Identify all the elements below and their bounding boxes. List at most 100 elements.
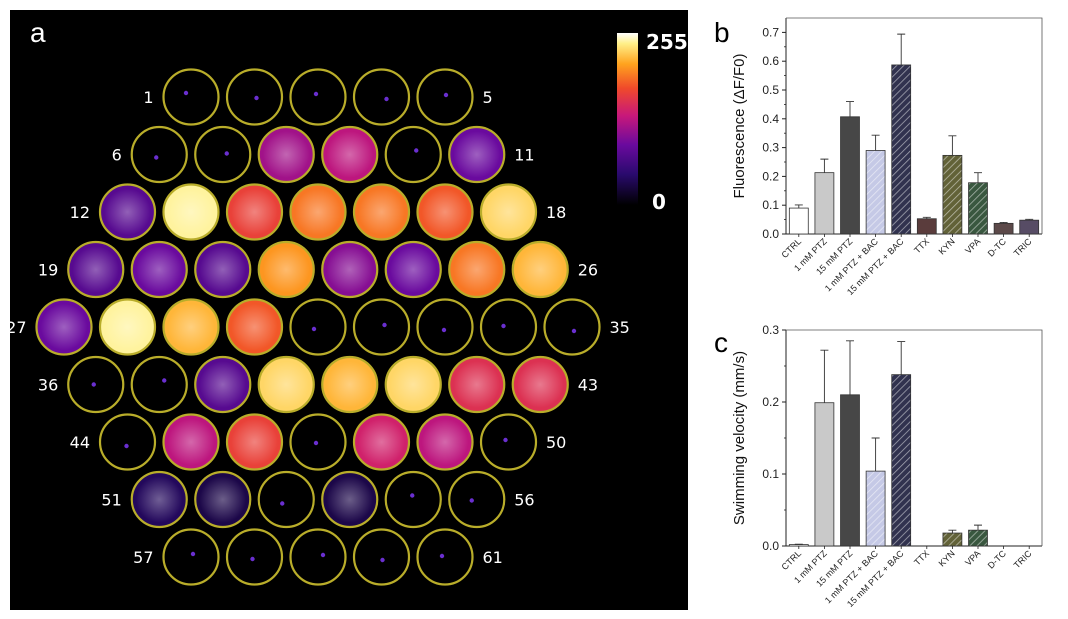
well-glow-22 <box>262 246 310 293</box>
error-bar <box>974 524 982 531</box>
well-55 <box>384 470 442 529</box>
error-bar <box>871 437 880 472</box>
y-tick-label: 0.5 <box>762 83 779 97</box>
larva-trace-55 <box>410 493 415 498</box>
well-glow-41 <box>389 361 437 408</box>
well-31 <box>289 298 347 356</box>
colorbar <box>617 33 638 205</box>
well-50 <box>479 413 538 471</box>
well-label-35: 35 <box>610 318 630 337</box>
panel-c-letter: c <box>714 327 728 358</box>
well-glow-29 <box>167 303 215 351</box>
well-glow-43 <box>516 361 564 408</box>
panel-a-letter: a <box>30 17 46 48</box>
larva-trace-50 <box>503 437 508 443</box>
well-label-26: 26 <box>578 261 598 280</box>
error-bar <box>846 340 854 395</box>
well-47 <box>289 413 347 471</box>
bar-1-mm-ptz-bac <box>865 470 886 547</box>
well-53 <box>257 470 315 529</box>
well-glow-15 <box>294 188 342 236</box>
well-33 <box>416 298 474 356</box>
well-label-5: 5 <box>483 88 493 107</box>
larva-trace-5 <box>443 92 449 98</box>
well-glow-51 <box>135 476 183 523</box>
well-5 <box>416 68 474 126</box>
well-label-1: 1 <box>143 88 153 107</box>
y-tick-label: 0.4 <box>762 112 779 126</box>
category-label: CTRL <box>780 548 804 572</box>
well-glow-42 <box>453 361 501 408</box>
larva-trace-37 <box>162 378 167 383</box>
larva-trace-33 <box>441 327 447 333</box>
swimming-chart-svg: c 0.0 0.1 0.2 0.3 Swimming velocity (mm/s) CT… <box>714 323 1043 609</box>
panel-c-swimming-chart: c 0.0 0.1 0.2 0.3 Swimming velocity (mm/s) CT… <box>694 312 1064 616</box>
bar-d-tc <box>993 222 1014 235</box>
well-label-56: 56 <box>514 491 534 510</box>
bar-tric <box>1019 219 1040 235</box>
larva-trace-57 <box>190 551 196 557</box>
well-label-61: 61 <box>483 548 503 567</box>
larva-trace-7 <box>224 151 229 156</box>
larva-trace-3 <box>313 91 319 97</box>
error-bar <box>846 101 854 117</box>
larva-trace-2 <box>254 95 259 101</box>
bar-ctrl <box>788 544 809 547</box>
error-bar <box>871 134 880 151</box>
bar-15-mm-ptz <box>840 116 860 235</box>
well-58 <box>225 528 284 586</box>
error-bar <box>948 529 957 534</box>
larva-trace-47 <box>313 440 319 446</box>
larva-trace-10 <box>414 148 419 153</box>
well-32 <box>352 298 411 356</box>
y-tick-label: 0.6 <box>762 54 779 68</box>
well-59 <box>289 528 347 586</box>
colorbar-max-label: 255 <box>646 30 688 54</box>
plot-frame <box>786 17 1043 234</box>
category-label: TRIC <box>1012 236 1034 258</box>
well-61 <box>416 528 474 586</box>
well-glow-8 <box>262 131 310 178</box>
well-37 <box>130 355 188 414</box>
y-axis-label: Swimming velocity (mm/s) <box>731 351 748 525</box>
well-label-50: 50 <box>546 433 566 452</box>
bar-15-mm-ptz-bac <box>891 374 912 547</box>
error-bar <box>999 222 1008 224</box>
well-3 <box>289 68 347 126</box>
well-56 <box>448 470 506 529</box>
well-35 <box>543 298 601 356</box>
larva-trace-32 <box>382 322 387 328</box>
category-label: CTRL <box>780 236 804 260</box>
well-label-18: 18 <box>546 203 566 222</box>
error-bar <box>974 172 982 183</box>
well-glow-12 <box>104 188 151 236</box>
panel-b-fluorescence-chart: b 0.0 0.1 0.2 0.3 0.4 0.5 0.6 0.7 Fluorescence (… <box>694 6 1064 306</box>
well-glow-49 <box>421 418 469 466</box>
y-tick-label: 0.2 <box>762 169 779 183</box>
category-label: TRIC <box>1012 548 1034 570</box>
well-glow-20 <box>135 246 183 293</box>
well-label-11: 11 <box>514 146 534 165</box>
bar-vpa <box>968 182 988 235</box>
larva-trace-61 <box>439 553 445 559</box>
well-glow-26 <box>516 246 564 293</box>
error-bar <box>820 158 829 173</box>
well-glow-14 <box>231 188 278 236</box>
well-glow-19 <box>72 246 120 293</box>
bar-ttx <box>916 218 937 235</box>
well-glow-13 <box>167 188 215 236</box>
well-34 <box>479 298 538 356</box>
error-bar <box>794 204 803 209</box>
error-bar <box>897 33 906 65</box>
well-1 <box>162 68 220 126</box>
larva-trace-58 <box>250 556 255 562</box>
well-glow-24 <box>389 246 437 293</box>
well-label-43: 43 <box>578 376 598 395</box>
well-6 <box>130 125 188 184</box>
category-label: VPA <box>963 548 982 567</box>
bar-vpa <box>968 529 988 547</box>
error-bar <box>820 349 829 403</box>
well-glow-38 <box>199 361 247 408</box>
well-label-19: 19 <box>38 261 58 280</box>
